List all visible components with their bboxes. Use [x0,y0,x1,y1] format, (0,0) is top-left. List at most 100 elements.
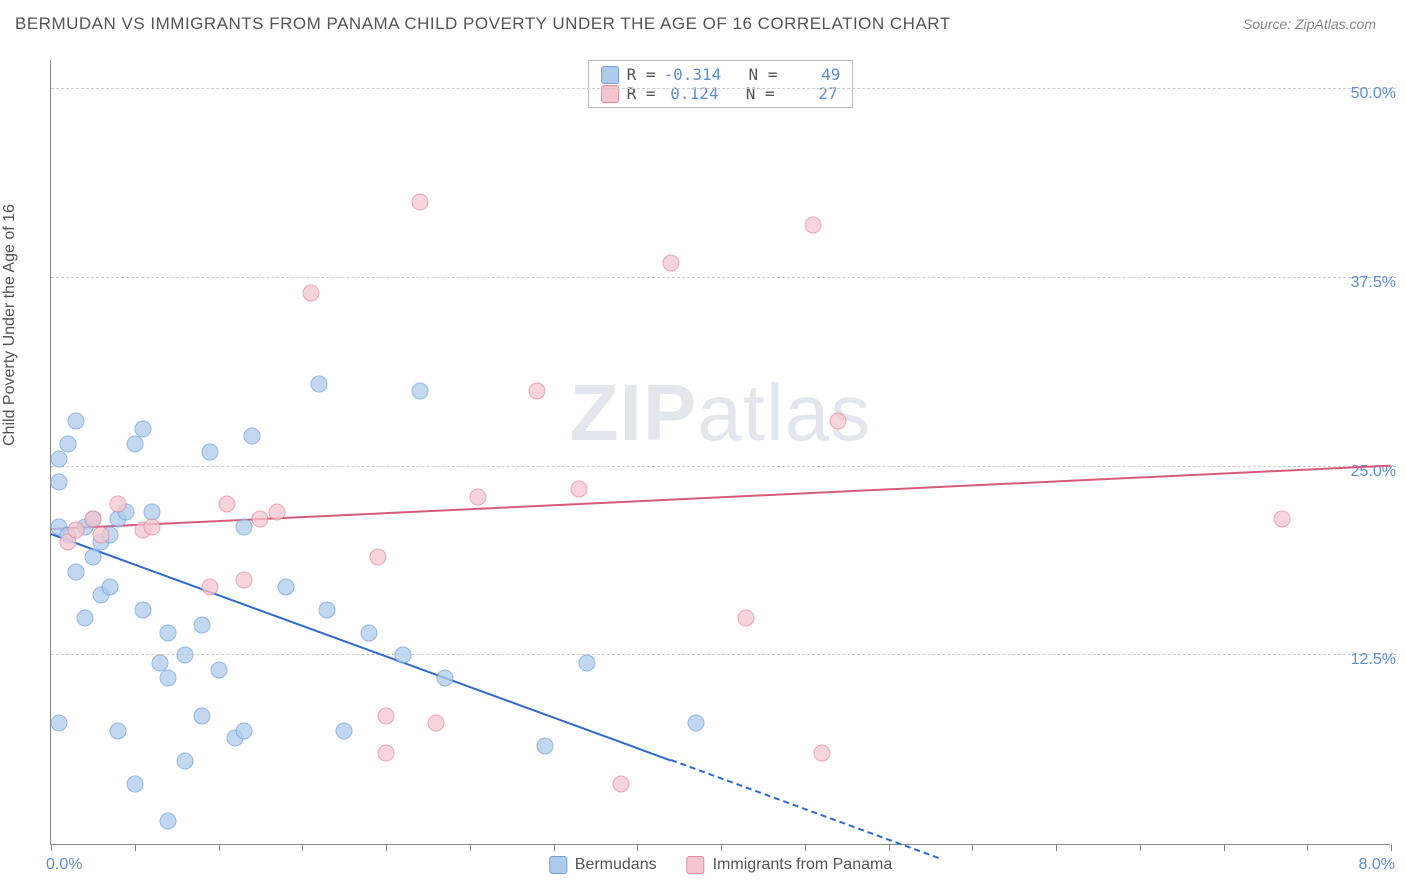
legend-item: Immigrants from Panama [687,856,893,874]
legend-row: R =0.124 N =27 [601,84,841,103]
series-legend: Bermudans Immigrants from Panama [549,856,892,874]
data-point [269,503,286,520]
x-tick [637,844,638,851]
data-point [160,669,177,686]
trend-line [51,533,671,761]
data-point [235,518,252,535]
legend-label: Immigrants from Panama [713,856,893,874]
data-point [302,285,319,302]
x-tick [386,844,387,851]
y-tick-label: 12.5% [1351,651,1396,669]
data-point [160,624,177,641]
data-point [570,481,587,498]
x-axis-max-label: 8.0% [1359,856,1395,874]
x-tick [889,844,890,851]
x-tick [554,844,555,851]
data-point [177,647,194,664]
x-tick [1307,844,1308,851]
data-point [436,669,453,686]
data-point [579,654,596,671]
data-point [336,722,353,739]
data-point [537,737,554,754]
x-axis-min-label: 0.0% [46,856,82,874]
data-point [126,435,143,452]
x-tick [1224,844,1225,851]
data-point [51,473,68,490]
data-point [612,775,629,792]
data-point [378,745,395,762]
correlation-legend: R =-0.314 N =49R =0.124 N =27 [588,60,854,108]
x-tick [470,844,471,851]
x-tick [1391,844,1392,851]
data-point [68,522,85,539]
data-point [319,602,336,619]
data-point [311,375,328,392]
gridline [51,277,1396,278]
x-tick [805,844,806,851]
data-point [235,722,252,739]
data-point [135,602,152,619]
data-point [252,511,269,528]
data-point [68,413,85,430]
x-tick [302,844,303,851]
data-point [687,715,704,732]
data-point [218,496,235,513]
data-point [411,383,428,400]
data-point [361,624,378,641]
data-point [738,609,755,626]
x-tick [219,844,220,851]
x-tick [135,844,136,851]
data-point [202,579,219,596]
data-point [177,752,194,769]
data-point [93,526,110,543]
data-point [394,647,411,664]
gridline [51,88,1396,89]
data-point [202,443,219,460]
data-point [378,707,395,724]
data-point [470,488,487,505]
data-point [101,579,118,596]
data-point [210,662,227,679]
legend-item: Bermudans [549,856,657,874]
x-tick [972,844,973,851]
data-point [76,609,93,626]
data-point [51,715,68,732]
data-point [662,254,679,271]
data-point [193,617,210,634]
legend-swatch [601,85,619,103]
x-tick [51,844,52,851]
data-point [411,194,428,211]
data-point [830,413,847,430]
y-tick-label: 37.5% [1351,274,1396,292]
data-point [193,707,210,724]
source-attribution: Source: ZipAtlas.com [1243,16,1376,32]
data-point [277,579,294,596]
data-point [135,420,152,437]
data-point [110,496,127,513]
watermark: ZIPatlas [570,367,871,459]
data-point [110,722,127,739]
data-point [813,745,830,762]
scatter-plot: ZIPatlas R =-0.314 N =49R =0.124 N =27 0… [50,60,1390,845]
chart-title: BERMUDAN VS IMMIGRANTS FROM PANAMA CHILD… [15,14,951,34]
x-tick [721,844,722,851]
x-tick [1056,844,1057,851]
data-point [528,383,545,400]
data-point [143,518,160,535]
x-tick [1140,844,1141,851]
data-point [805,217,822,234]
data-point [369,549,386,566]
data-point [428,715,445,732]
legend-swatch [687,856,705,874]
legend-row: R =-0.314 N =49 [601,65,841,84]
data-point [84,549,101,566]
y-axis-label: Child Poverty Under the Age of 16 [1,204,19,446]
gridline [51,654,1396,655]
y-tick-label: 50.0% [1351,85,1396,103]
legend-swatch [601,66,619,84]
data-point [68,564,85,581]
data-point [51,451,68,468]
legend-label: Bermudans [575,856,657,874]
data-point [235,571,252,588]
data-point [59,435,76,452]
